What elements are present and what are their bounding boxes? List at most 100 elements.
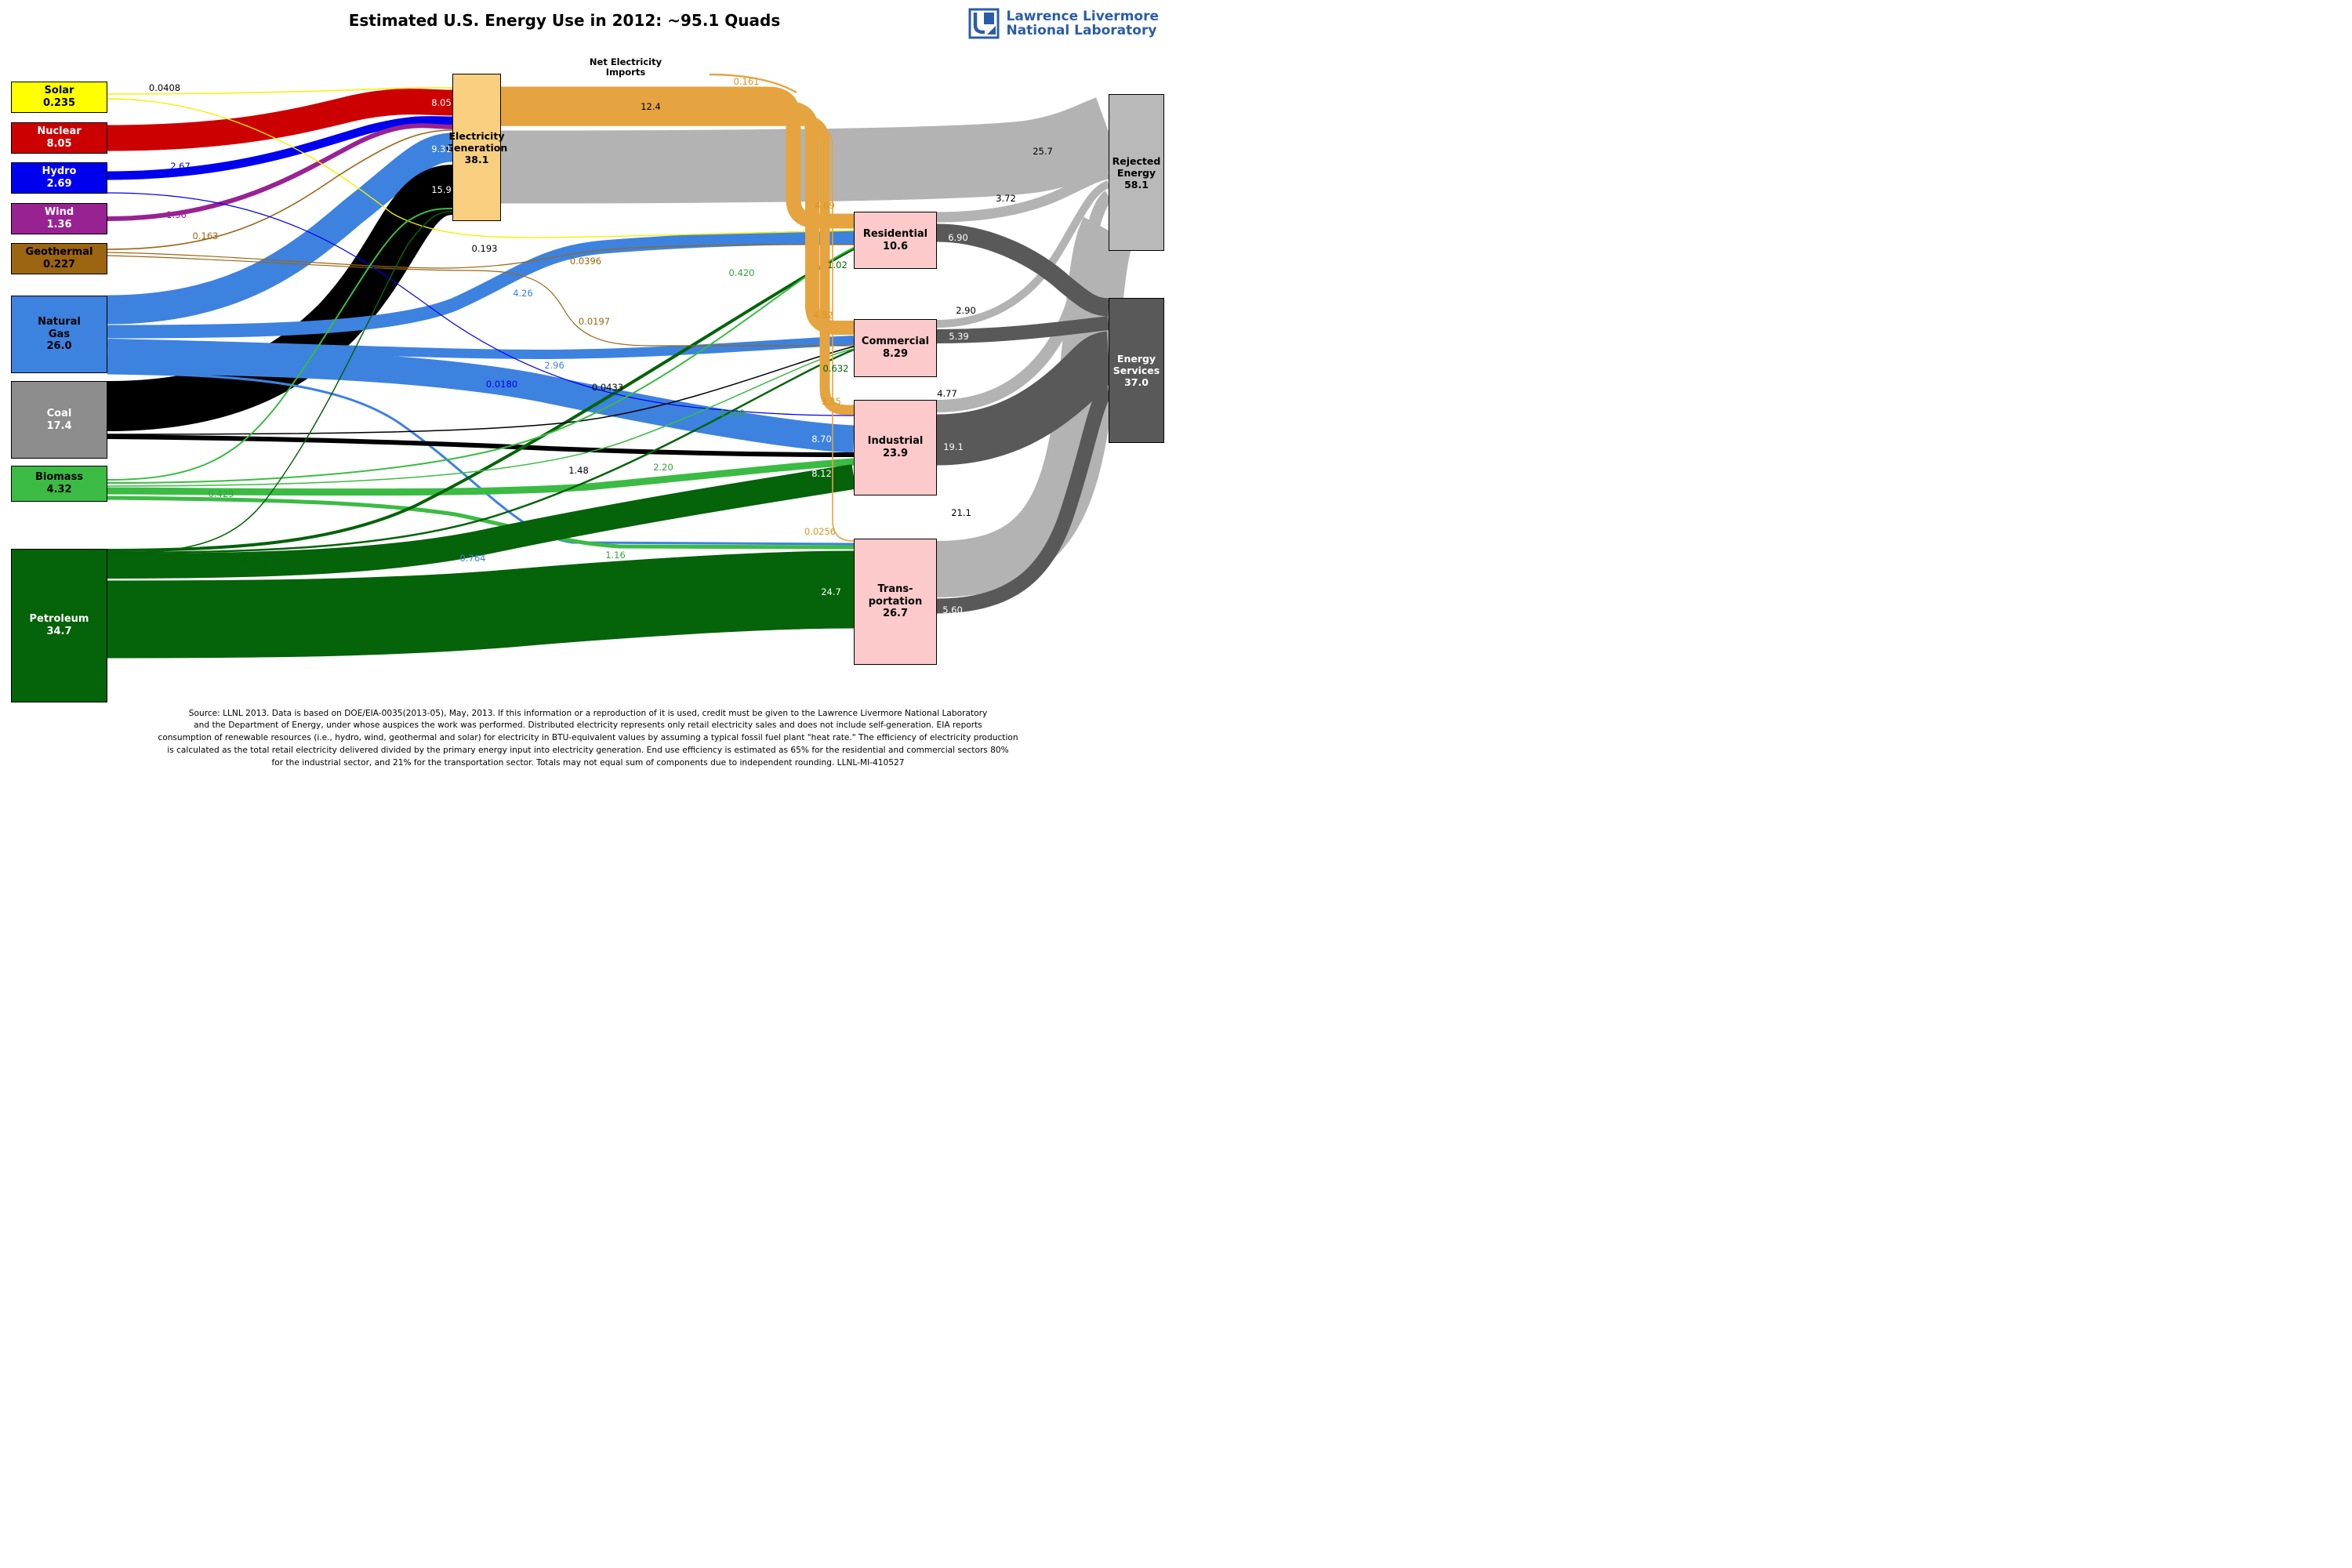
node-petroleum-label: Petroleum xyxy=(29,613,89,626)
node-wind: Wind 1.36 xyxy=(11,203,107,234)
sankey-diagram: Estimated U.S. Energy Use in 2012: ~95.1… xyxy=(0,0,1176,784)
node-industrial-label: Industrial xyxy=(867,435,924,448)
node-energy-services: Energy Services 37.0 xyxy=(1109,298,1164,443)
label-electricity-residential: 4.69 xyxy=(815,200,835,211)
node-residential: Residential 10.6 xyxy=(854,212,937,269)
flow-geothermal-commercial xyxy=(107,255,854,347)
llnl-logo-line2: National Laboratory xyxy=(1006,23,1157,38)
source-note-line3: consumption of renewable resources (i.e.… xyxy=(158,733,1018,743)
label-petroleum-electricity: 0.218 xyxy=(241,556,268,567)
label-biomass-industrial: 2.20 xyxy=(653,462,673,473)
source-note-line1: Source: LLNL 2013. Data is based on DOE/… xyxy=(188,708,988,718)
node-solar-label: Solar xyxy=(44,85,74,97)
label-transportation-rejected: 21.1 xyxy=(951,507,971,518)
label-electricity-enduses: 12.4 xyxy=(641,101,661,112)
node-commercial-value: 8.29 xyxy=(882,348,909,360)
node-coal: Coal 17.4 xyxy=(11,381,107,459)
label-imports-electricity: 0.161 xyxy=(733,76,760,87)
label-biomass-transportation: 1.16 xyxy=(605,550,626,561)
flow-naturalgas-residential xyxy=(107,230,855,339)
node-petroleum-value: 34.7 xyxy=(46,626,72,637)
node-geothermal: Geothermal 0.227 xyxy=(11,243,107,274)
node-hydro-value: 2.69 xyxy=(46,178,72,190)
node-natural-gas-value: 26.0 xyxy=(46,340,72,353)
node-petroleum: Petroleum 34.7 xyxy=(11,549,107,702)
label-naturalgas-transportation: 0.764 xyxy=(459,553,486,564)
chart-title: Estimated U.S. Energy Use in 2012: ~95.1… xyxy=(348,11,781,30)
label-geothermal-residential: 0.0396 xyxy=(569,256,602,267)
flow-petroleum-residential xyxy=(107,247,855,552)
flow-electricity-rejected xyxy=(500,97,1122,204)
node-nuclear-label: Nuclear xyxy=(37,125,82,138)
label-naturalgas-electricity: 9.31 xyxy=(431,143,452,154)
label-petroleum-transportation: 24.7 xyxy=(821,586,841,597)
flow-biomass-transportation xyxy=(107,495,855,550)
node-rejected-energy-value: 58.1 xyxy=(1124,178,1149,191)
label-industrial-rejected: 4.77 xyxy=(937,388,957,399)
flow-coal-commercial xyxy=(107,346,855,435)
label-commercial-rejected: 2.90 xyxy=(956,305,976,316)
label-hydro-electricity: 2.67 xyxy=(170,161,191,172)
node-energy-services-value: 37.0 xyxy=(1124,376,1149,388)
flow-electricity-transportation xyxy=(501,125,854,542)
label-solar-electricity: 0.0408 xyxy=(148,82,181,93)
source-note-line4: is calculated as the total retail electr… xyxy=(167,746,1009,756)
net-electricity-imports-label: Net Electricity Imports xyxy=(589,56,662,78)
flow-geothermal-residential xyxy=(107,244,855,269)
label-petroleum-industrial: 8.12 xyxy=(811,468,832,479)
flow-hydro-industrial xyxy=(107,192,855,416)
label-wind-electricity: 1.36 xyxy=(166,209,187,220)
node-coal-label: Coal xyxy=(46,407,72,419)
flow-coal-industrial xyxy=(107,434,855,457)
node-natural-gas-label: Natural Gas xyxy=(38,316,81,340)
label-biomass-commercial: 0.109 xyxy=(719,408,746,419)
flow-electricity-industrial xyxy=(501,114,854,416)
node-solar-value: 0.235 xyxy=(42,97,76,109)
llnl-logo-icon xyxy=(968,8,1000,39)
flow-transportation-rejected xyxy=(936,216,1134,597)
flow-imports-electricity xyxy=(709,73,797,94)
flow-nuclear-electricity xyxy=(107,89,453,151)
node-geothermal-value: 0.227 xyxy=(42,259,76,270)
label-residential-rejected: 3.72 xyxy=(996,193,1016,204)
node-transportation-value: 26.7 xyxy=(882,608,909,620)
flow-hydro-electricity xyxy=(107,116,453,180)
node-commercial: Commercial 8.29 xyxy=(854,319,937,377)
node-solar: Solar 0.235 xyxy=(11,82,107,113)
node-electricity-generation-label: Electricity Generation xyxy=(445,129,508,154)
label-biomass-residential: 0.420 xyxy=(728,267,755,278)
source-note: Source: LLNL 2013. Data is based on DOE/… xyxy=(0,708,1176,770)
flow-industrial-services xyxy=(936,331,1115,466)
label-naturalgas-industrial: 8.70 xyxy=(811,434,832,445)
source-note-line5: for the industrial sector, and 21% for t… xyxy=(271,758,905,768)
flow-solar-residential xyxy=(107,98,855,238)
label-industrial-services: 19.1 xyxy=(943,441,964,452)
llnl-logo-text: Lawrence Livermore National Laboratory xyxy=(1006,9,1159,38)
label-electricity-rejected: 25.7 xyxy=(1033,146,1053,157)
flow-residential-services xyxy=(936,223,1109,317)
node-biomass: Biomass 4.32 xyxy=(11,466,107,502)
label-coal-electricity: 15.9 xyxy=(431,184,452,195)
label-electricity-transportation: 0.0256 xyxy=(804,526,837,537)
node-commercial-label: Commercial xyxy=(861,336,930,348)
label-geothermal-commercial: 0.0197 xyxy=(578,316,611,327)
sankey-flows xyxy=(107,73,1134,659)
flow-transportation-services xyxy=(936,384,1112,614)
flow-residential-rejected xyxy=(936,169,1110,223)
node-biomass-value: 4.32 xyxy=(46,484,72,495)
label-nuclear-electricity: 8.05 xyxy=(431,97,452,108)
flow-biomass-residential xyxy=(107,247,855,484)
node-industrial: Industrial 23.9 xyxy=(854,400,937,495)
node-electricity-generation-value: 38.1 xyxy=(464,153,489,165)
label-transportation-services: 5.60 xyxy=(942,604,963,615)
label-geothermal-electricity: 0.163 xyxy=(192,230,219,241)
label-electricity-commercial: 4.52 xyxy=(813,310,833,321)
node-nuclear: Nuclear 8.05 xyxy=(11,122,107,154)
node-wind-value: 1.36 xyxy=(46,219,72,230)
node-nuclear-value: 8.05 xyxy=(46,138,72,150)
node-hydro-label: Hydro xyxy=(42,165,77,178)
llnl-logo-line1: Lawrence Livermore xyxy=(1006,8,1159,24)
label-coal-commercial: 0.0433 xyxy=(591,382,624,393)
node-natural-gas: Natural Gas 26.0 xyxy=(11,296,107,373)
node-hydro: Hydro 2.69 xyxy=(11,162,107,194)
